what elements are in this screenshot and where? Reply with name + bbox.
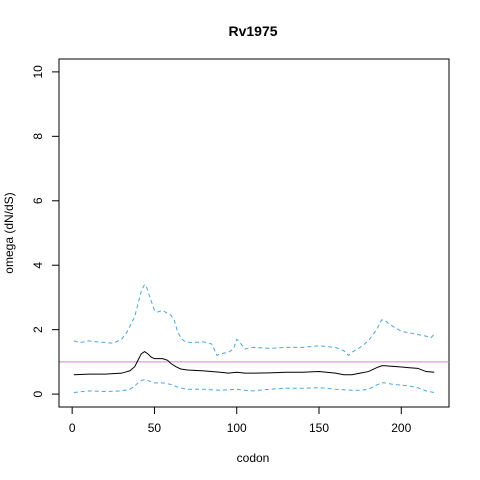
y-tick-label: 8 bbox=[31, 133, 45, 140]
series-line-3 bbox=[73, 379, 435, 393]
series-line-1 bbox=[73, 350, 435, 376]
x-tick-label: 50 bbox=[148, 421, 162, 435]
x-tick-label: 150 bbox=[309, 421, 329, 435]
x-tick-label: 100 bbox=[227, 421, 247, 435]
y-tick-label: 6 bbox=[31, 197, 45, 204]
x-tick-label: 0 bbox=[69, 421, 76, 435]
y-tick-label: 4 bbox=[31, 262, 45, 269]
y-tick-label: 0 bbox=[31, 390, 45, 397]
y-tick-label: 2 bbox=[31, 326, 45, 333]
series-line-2 bbox=[73, 283, 437, 357]
plot-frame bbox=[58, 58, 450, 408]
series-layer bbox=[73, 283, 437, 393]
x-axis-label: codon bbox=[237, 451, 270, 465]
x-tick-label: 200 bbox=[391, 421, 411, 435]
chart-title: Rv1975 bbox=[228, 23, 277, 39]
y-axis-label: omega (dN/dS) bbox=[2, 192, 16, 273]
y-tick-label: 10 bbox=[31, 65, 45, 79]
x-axis: 0 50 100 150 200 bbox=[69, 406, 412, 435]
y-axis: 0 2 4 6 8 10 bbox=[31, 65, 60, 397]
